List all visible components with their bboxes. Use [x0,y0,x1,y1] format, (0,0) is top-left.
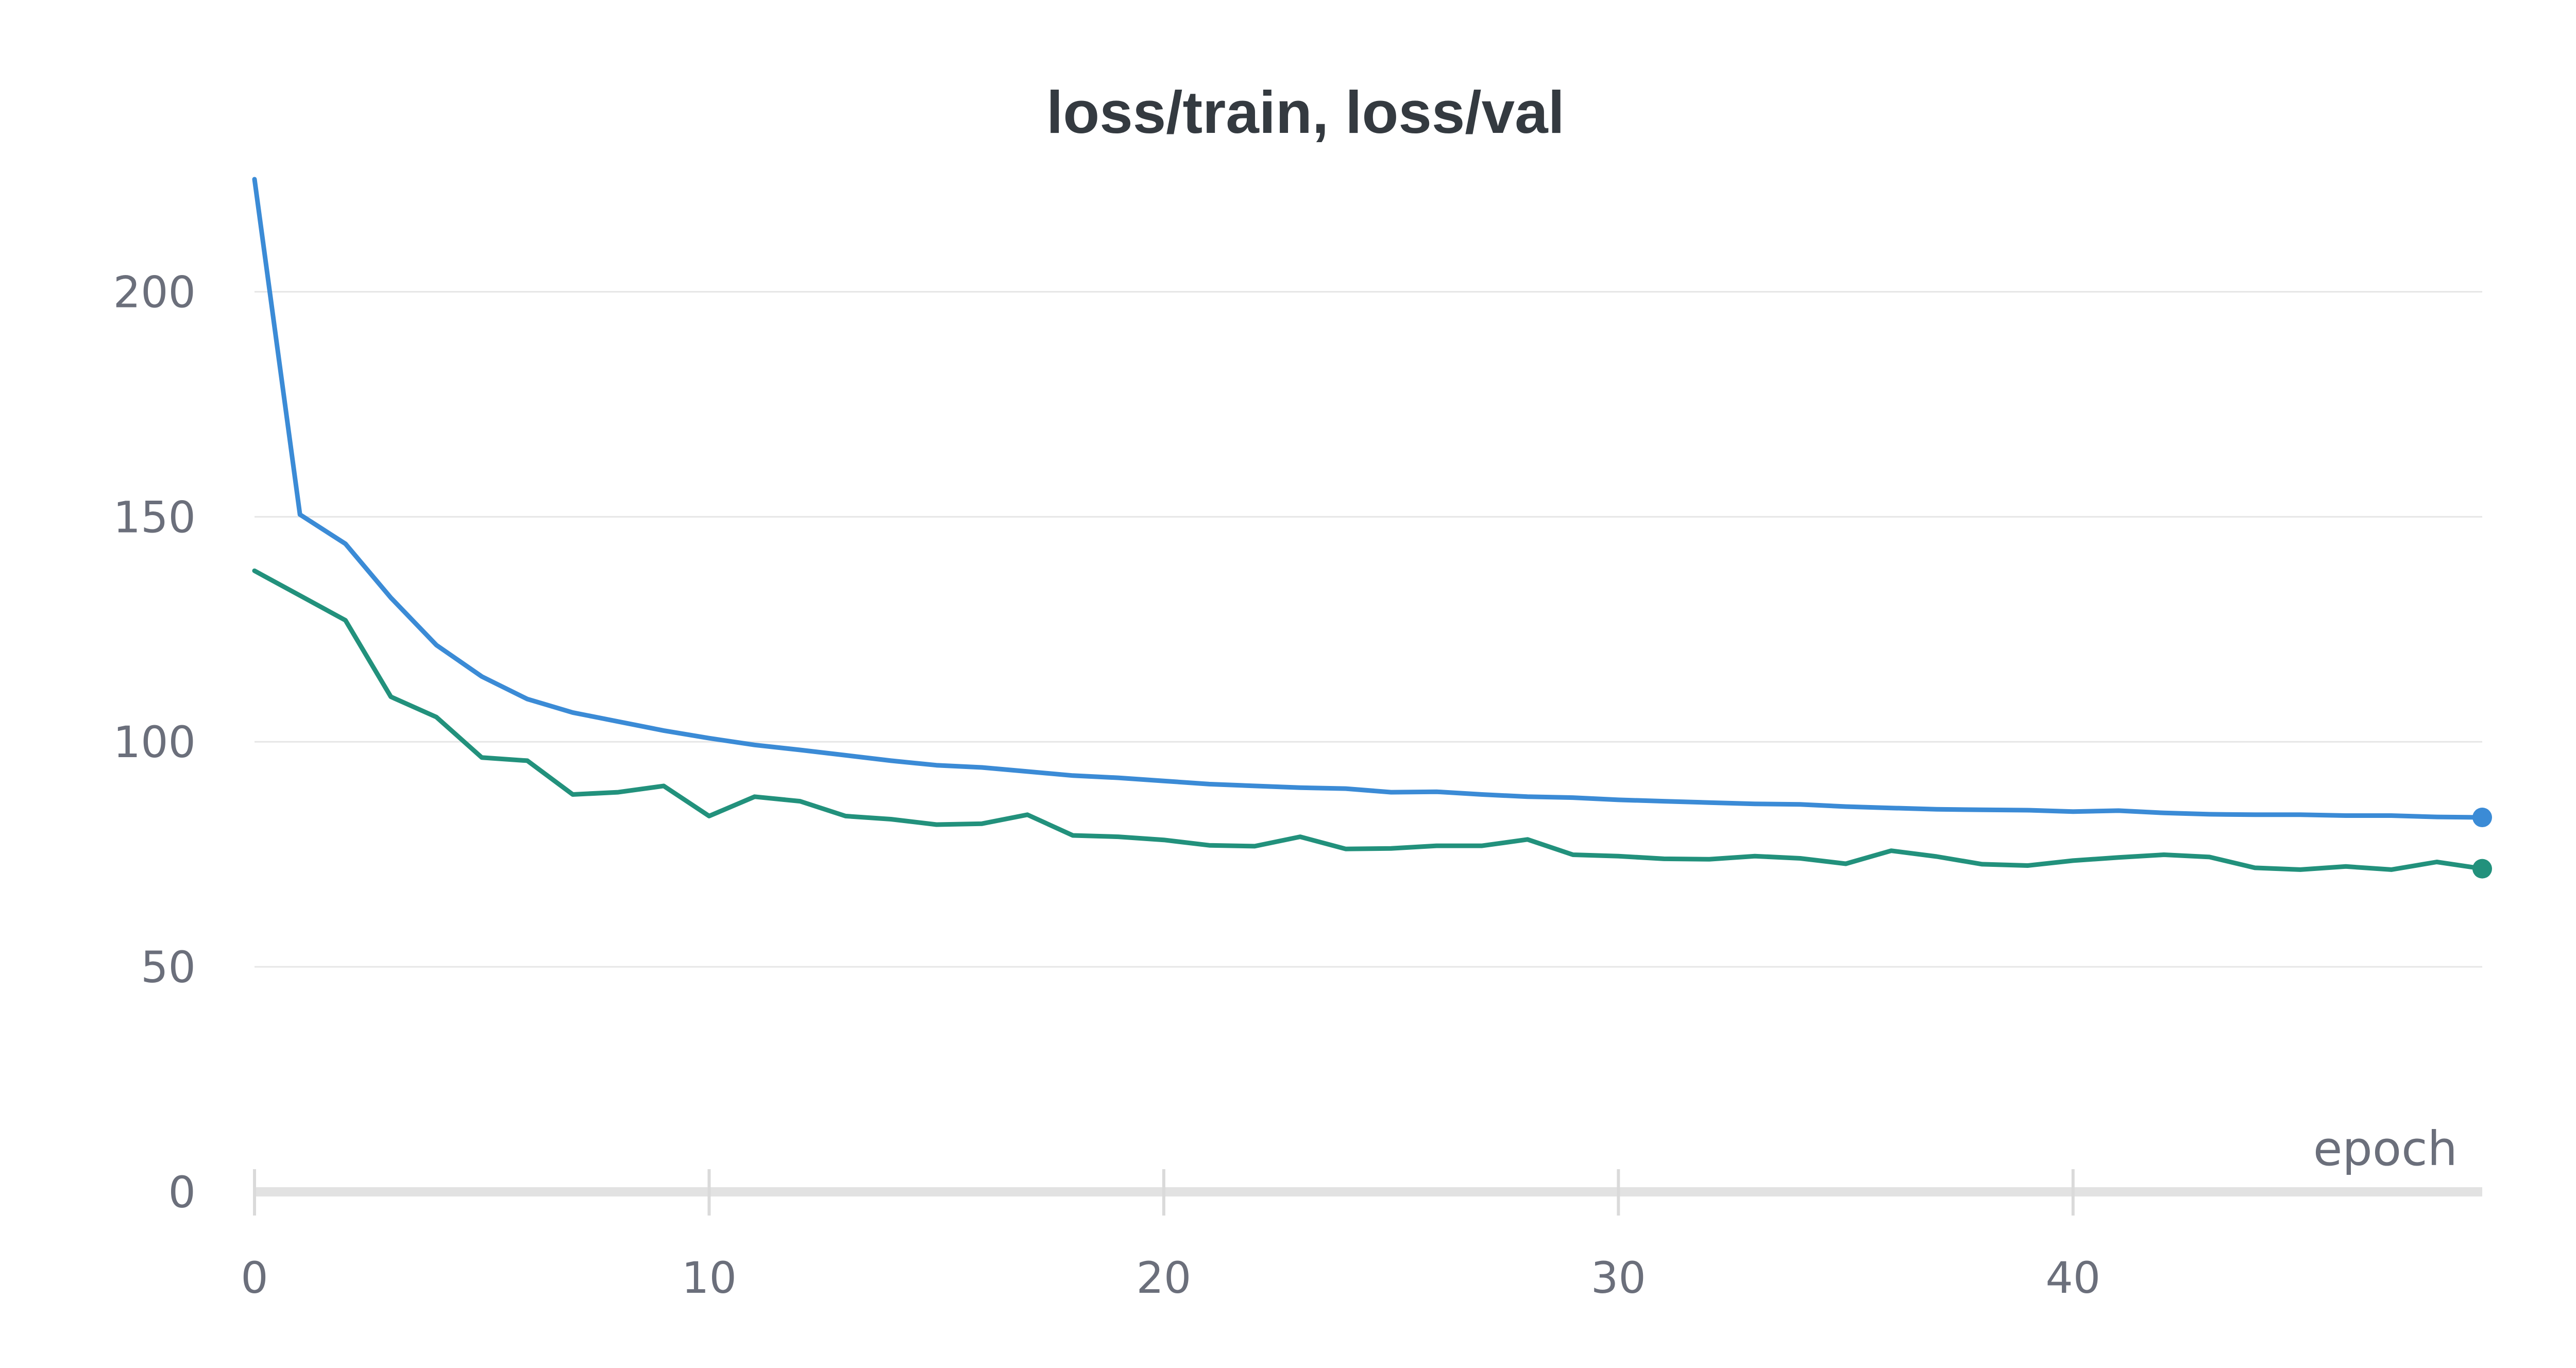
x-tick-label-0: 0 [241,1253,268,1303]
y-tick-label-50: 50 [141,942,196,993]
y-tick-label-200: 200 [113,267,196,317]
y-tick-label-100: 100 [113,717,196,767]
x-tick-label-40: 40 [2045,1253,2100,1303]
y-tick-label-0: 0 [168,1167,196,1218]
x-axis-label: epoch [2313,1121,2458,1176]
y-axis-ticks: 0 50 100 150 200 [113,267,196,1218]
series-group [252,177,2492,879]
x-tick-label-20: 20 [1136,1253,1191,1303]
x-axis-ticks: 0 10 20 30 40 [241,1169,2100,1303]
series-end-point-1 [2472,808,2492,828]
gridlines [255,290,2482,968]
y-tick-label-150: 150 [113,492,196,542]
chart-title: loss/train, loss/val [1046,79,1565,146]
series-end-point-2 [2472,859,2492,879]
x-tick-label-30: 30 [1591,1253,1646,1303]
series-line-2 [252,568,2485,872]
series-line-1 [252,177,2485,820]
x-tick-label-10: 10 [682,1253,737,1303]
